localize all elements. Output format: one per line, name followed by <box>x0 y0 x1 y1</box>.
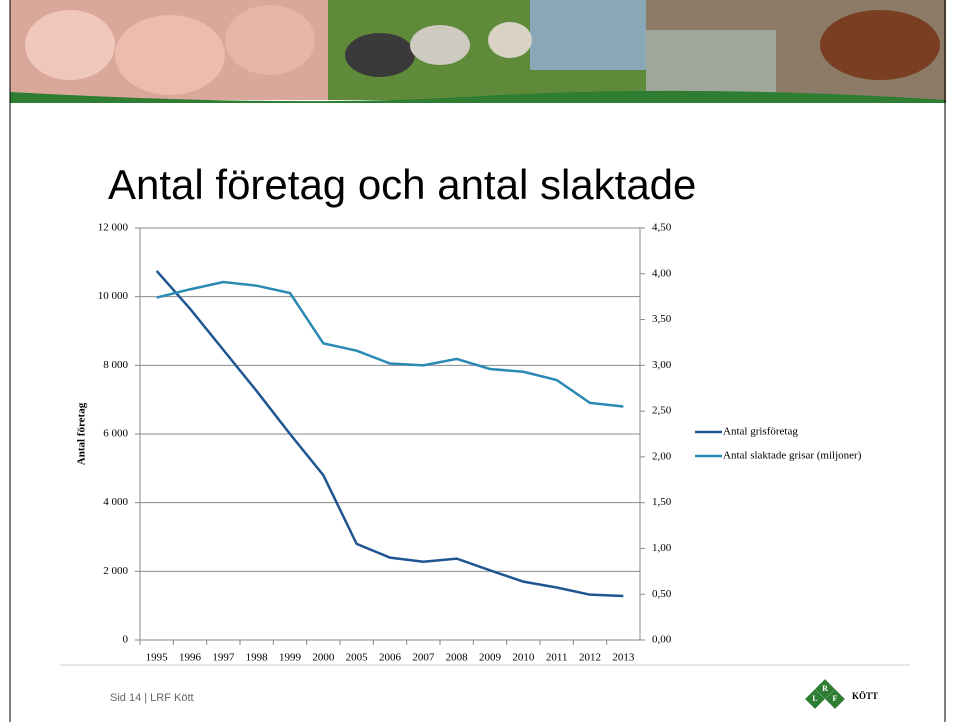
slide-title: Antal företag och antal slaktade <box>108 161 696 208</box>
logo-letter: L <box>812 694 817 703</box>
logo-diamond <box>805 689 825 709</box>
series-line <box>156 280 624 408</box>
x-tick-label: 1999 <box>279 652 302 664</box>
banner-photo <box>530 0 646 70</box>
banner-photo <box>345 33 415 77</box>
banner-photo <box>488 22 532 58</box>
y-tick-label: 6 000 <box>103 428 128 440</box>
x-tick-label: 2005 <box>346 652 369 664</box>
banner-photo <box>410 25 470 65</box>
x-tick-label: 2012 <box>579 652 601 664</box>
y-tick-label: 4 000 <box>103 496 128 508</box>
x-tick-label: 1998 <box>246 652 269 664</box>
y2-tick-label: 3,00 <box>652 359 672 371</box>
y-tick-label: 8 000 <box>103 359 128 371</box>
logo-text: KÖTT <box>852 691 878 701</box>
x-tick-label: 2008 <box>446 652 469 664</box>
banner-photo <box>646 30 776 100</box>
y2-tick-label: 4,50 <box>652 222 672 234</box>
series-line <box>155 270 624 598</box>
x-tick-label: 1995 <box>146 652 169 664</box>
y2-tick-label: 0,50 <box>652 588 672 600</box>
y2-tick-label: 1,50 <box>652 496 672 508</box>
y2-tick-label: 2,00 <box>652 450 672 462</box>
banner-photo <box>25 10 115 80</box>
logo-diamond <box>815 679 835 699</box>
logo-diamond <box>825 689 845 709</box>
x-tick-label: 2000 <box>312 652 335 664</box>
y2-tick-label: 2,50 <box>652 405 672 417</box>
x-tick-label: 1996 <box>179 652 202 664</box>
y-tick-label: 2 000 <box>103 565 128 577</box>
banner-photo <box>115 15 225 95</box>
y-tick-label: 10 000 <box>98 290 129 302</box>
y2-tick-label: 1,00 <box>652 542 672 554</box>
x-tick-label: 2013 <box>612 652 635 664</box>
y-tick-label: 0 <box>123 634 129 646</box>
x-tick-label: 1997 <box>212 652 235 664</box>
x-tick-label: 2006 <box>379 652 402 664</box>
logo: R L F KÖTT <box>805 679 878 709</box>
logo-letter: R <box>822 684 828 693</box>
banner-photo <box>225 5 315 75</box>
y-tick-label: 12 000 <box>98 222 129 234</box>
y2-tick-label: 0,00 <box>652 634 672 646</box>
banner-photo <box>820 10 940 80</box>
y2-tick-label: 3,50 <box>652 313 672 325</box>
x-tick-label: 2009 <box>479 652 502 664</box>
footer: Sid 14 | LRF Kött <box>110 692 194 704</box>
x-tick-label: 2011 <box>546 652 568 664</box>
x-tick-label: 2010 <box>512 652 535 664</box>
legend-label: Antal grisföretag <box>723 426 798 438</box>
y2-tick-label: 4,00 <box>652 267 672 279</box>
logo-letter: F <box>833 694 838 703</box>
x-tick-label: 2007 <box>412 652 435 664</box>
y-axis-label: Antal företag <box>76 402 88 465</box>
banner-gap <box>10 103 946 113</box>
legend-label: Antal slaktade grisar (miljoner) <box>723 450 862 462</box>
